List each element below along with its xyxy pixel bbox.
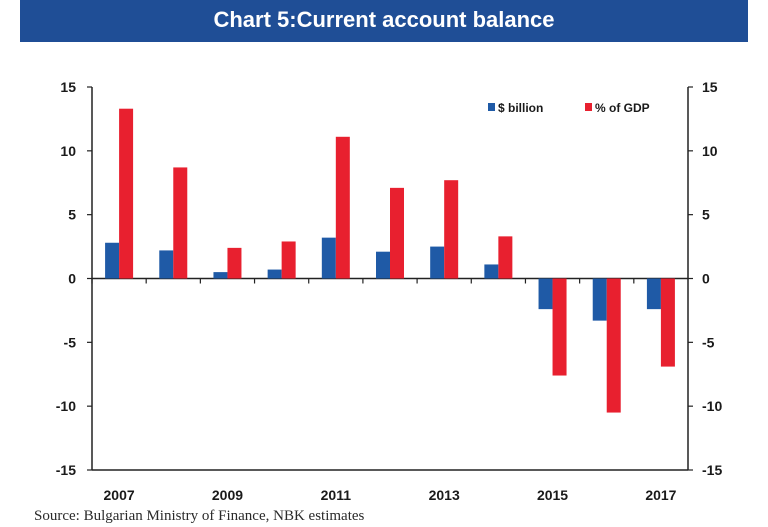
y-tick-label-right: -5 xyxy=(702,334,715,350)
bar-pct-gdp-2008 xyxy=(173,167,188,279)
bar-pct-gdp-2010 xyxy=(281,241,296,279)
source-note: Source: Bulgarian Ministry of Finance, N… xyxy=(34,508,365,524)
bar-usd-billion-2014 xyxy=(484,264,499,279)
legend-label: $ billion xyxy=(498,101,543,115)
bar-usd-billion-2016 xyxy=(592,278,607,321)
bar-usd-billion-2013 xyxy=(430,246,445,279)
bar-usd-billion-2009 xyxy=(213,272,228,279)
chart-legend: $ billion % of GDP xyxy=(488,101,650,115)
bar-pct-gdp-2009 xyxy=(227,247,242,279)
y-tick-label-right: -10 xyxy=(702,398,722,414)
bar-pct-gdp-2016 xyxy=(606,278,621,413)
legend-swatch xyxy=(488,103,495,111)
legend-swatch xyxy=(585,103,592,111)
chart-bars xyxy=(105,108,675,413)
y-tick-label-left: 0 xyxy=(68,271,76,287)
bar-pct-gdp-2015 xyxy=(552,278,567,376)
x-tick-label: 2009 xyxy=(212,487,243,503)
bar-usd-billion-2011 xyxy=(321,237,336,279)
bar-pct-gdp-2012 xyxy=(390,187,404,279)
y-tick-label-left: -5 xyxy=(64,334,77,350)
legend-label: % of GDP xyxy=(595,101,650,115)
x-tick-label: 2007 xyxy=(104,487,135,503)
bar-usd-billion-2017 xyxy=(646,278,661,310)
y-tick-label-left: 15 xyxy=(60,79,76,95)
chart-title: Chart 5:Current account balance xyxy=(20,0,748,42)
y-tick-label-left: -10 xyxy=(56,398,76,414)
bar-pct-gdp-2014 xyxy=(498,236,513,279)
bar-pct-gdp-2013 xyxy=(444,180,459,279)
x-tick-label: 2015 xyxy=(537,487,568,503)
x-tick-label: 2017 xyxy=(645,487,676,503)
bar-usd-billion-2010 xyxy=(267,269,282,279)
bar-pct-gdp-2011 xyxy=(335,136,350,279)
y-tick-label-left: 5 xyxy=(68,207,76,223)
bar-usd-billion-2008 xyxy=(159,250,174,279)
y-tick-label-right: 15 xyxy=(702,79,718,95)
bar-pct-gdp-2017 xyxy=(660,278,675,367)
y-tick-label-right: 10 xyxy=(702,143,718,159)
bar-usd-billion-2015 xyxy=(538,278,553,310)
bar-pct-gdp-2007 xyxy=(119,108,134,279)
y-tick-label-right: 0 xyxy=(702,271,710,287)
y-tick-label-right: -15 xyxy=(702,462,722,478)
x-tick-label: 2013 xyxy=(429,487,460,503)
bar-usd-billion-2012 xyxy=(376,251,390,279)
bar-usd-billion-2007 xyxy=(105,242,120,279)
x-tick-label: 2011 xyxy=(321,487,352,503)
y-tick-label-right: 5 xyxy=(702,207,710,223)
chart-tick-labels: 15 15 10 10 5 5 0 0 -5 -5 -10 -10 -15 -15 2007 2009 2011… xyxy=(56,79,723,503)
y-tick-label-left: -15 xyxy=(56,462,76,478)
y-tick-label-left: 10 xyxy=(60,143,76,159)
